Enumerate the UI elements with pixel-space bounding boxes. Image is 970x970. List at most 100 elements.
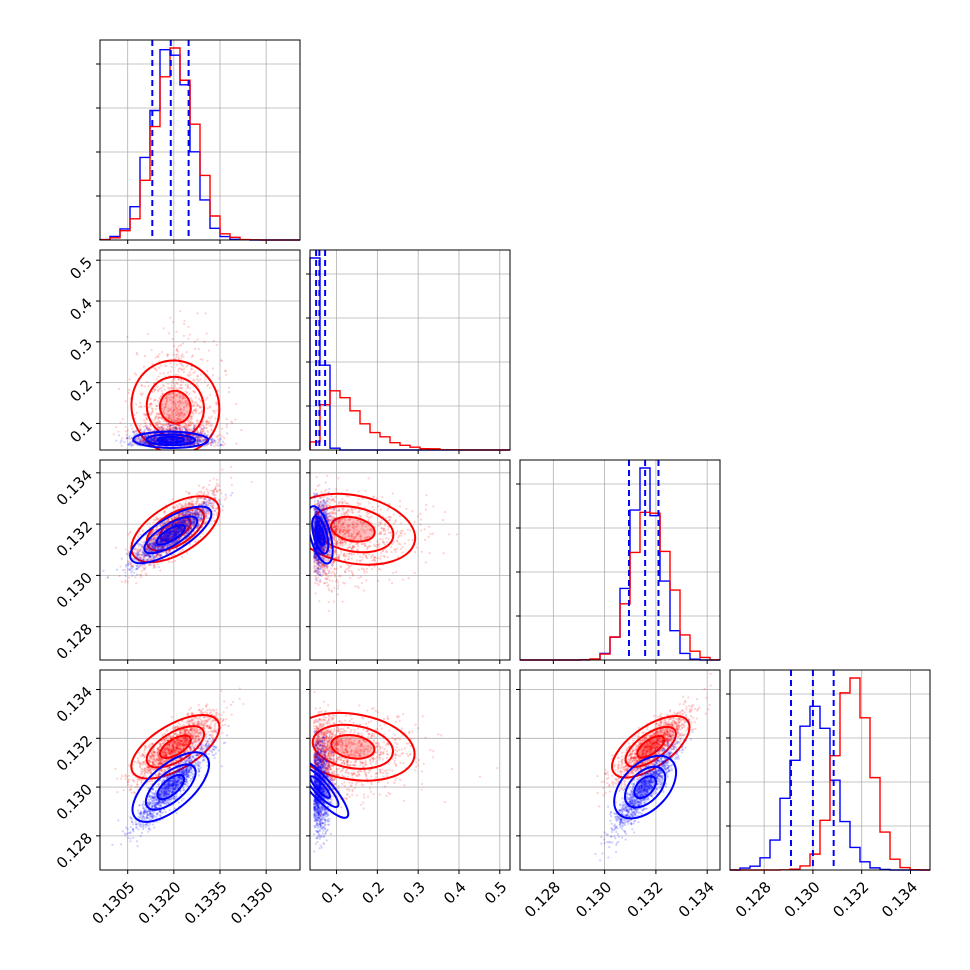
scatter-point xyxy=(142,568,145,571)
scatter-point xyxy=(172,439,175,442)
scatter-point xyxy=(194,412,197,415)
scatter-point xyxy=(141,441,144,444)
scatter-point xyxy=(197,442,200,445)
scatter-point xyxy=(170,414,173,418)
scatter-point xyxy=(188,439,192,442)
scatter-point xyxy=(150,438,154,441)
scatter-point xyxy=(164,403,167,406)
scatter-point xyxy=(186,385,189,388)
scatter-point xyxy=(153,439,157,442)
scatter-point xyxy=(196,374,199,377)
scatter-point xyxy=(195,419,198,422)
scatter-point xyxy=(189,438,192,441)
scatter-point xyxy=(199,399,202,402)
scatter-point xyxy=(175,438,178,441)
scatter-point xyxy=(175,528,178,531)
scatter-point xyxy=(188,444,191,447)
scatter-point xyxy=(154,437,157,440)
scatter-point xyxy=(141,439,144,442)
scatter-point xyxy=(148,522,151,525)
scatter-point xyxy=(133,548,136,551)
scatter-point xyxy=(137,436,141,439)
scatter-point xyxy=(191,503,194,506)
scatter-point xyxy=(221,435,224,438)
scatter-point xyxy=(207,422,210,425)
scatter-point xyxy=(216,403,219,406)
scatter-point xyxy=(174,521,177,524)
scatter-point xyxy=(163,437,166,440)
scatter-point xyxy=(162,424,165,427)
scatter-point xyxy=(175,427,179,430)
scatter-point xyxy=(120,557,123,560)
scatter-point xyxy=(193,425,196,428)
scatter-point xyxy=(164,438,167,441)
scatter-point xyxy=(160,416,163,420)
scatter-point xyxy=(188,438,191,441)
scatter-point xyxy=(178,438,181,441)
scatter-point xyxy=(171,438,174,442)
scatter-point xyxy=(179,424,182,427)
scatter-point xyxy=(149,402,153,405)
scatter-point xyxy=(176,352,179,356)
scatter-point xyxy=(172,401,175,404)
scatter-point xyxy=(175,419,178,423)
scatter-point xyxy=(185,438,188,441)
scatter-point xyxy=(186,439,189,442)
scatter-point xyxy=(183,368,186,371)
scatter-point xyxy=(163,388,166,391)
scatter-point xyxy=(188,439,191,442)
scatter-point xyxy=(145,417,149,420)
scatter-point xyxy=(181,342,185,345)
scatter-point xyxy=(157,425,160,429)
scatter-point xyxy=(223,442,226,446)
scatter-point xyxy=(204,432,207,435)
scatter-point xyxy=(186,411,189,414)
scatter-point xyxy=(186,436,189,439)
scatter-point xyxy=(175,381,179,384)
scatter-point xyxy=(180,529,184,532)
scatter-point xyxy=(171,439,174,442)
scatter-point xyxy=(174,514,177,517)
scatter-point xyxy=(177,374,180,377)
scatter-point xyxy=(211,441,214,445)
scatter-point xyxy=(170,384,173,387)
scatter-point xyxy=(174,426,177,429)
scatter-point xyxy=(199,518,202,521)
scatter-point xyxy=(172,533,175,536)
scatter-point xyxy=(164,396,167,399)
scatter-point xyxy=(147,332,150,336)
scatter-point xyxy=(149,405,152,408)
scatter-point xyxy=(158,353,161,356)
scatter-point xyxy=(140,436,144,439)
scatter-point xyxy=(162,426,165,429)
scatter-point xyxy=(163,438,166,441)
scatter-point xyxy=(166,355,169,358)
scatter-point xyxy=(170,437,173,440)
scatter-point xyxy=(174,438,177,441)
scatter-point xyxy=(175,363,179,367)
scatter-point xyxy=(169,438,173,441)
scatter-point xyxy=(155,369,158,372)
scatter-point xyxy=(201,438,204,441)
scatter-point xyxy=(205,423,208,426)
scatter-point xyxy=(173,384,176,387)
scatter-point xyxy=(195,435,198,438)
scatter-point xyxy=(156,546,159,549)
scatter-point xyxy=(205,513,208,516)
scatter-point xyxy=(196,435,199,438)
scatter-point xyxy=(200,410,203,413)
scatter-point xyxy=(156,412,159,415)
scatter-point xyxy=(183,413,186,416)
scatter-point xyxy=(163,437,166,441)
scatter-point xyxy=(229,465,233,468)
scatter-point xyxy=(225,432,229,435)
scatter-point xyxy=(178,414,182,417)
scatter-point xyxy=(178,400,181,403)
scatter-point xyxy=(167,525,170,529)
scatter-point xyxy=(190,415,194,418)
scatter-point xyxy=(173,438,176,441)
scatter-point xyxy=(176,428,179,431)
scatter-point xyxy=(184,440,187,443)
scatter-point xyxy=(171,437,175,440)
scatter-point xyxy=(190,438,193,441)
